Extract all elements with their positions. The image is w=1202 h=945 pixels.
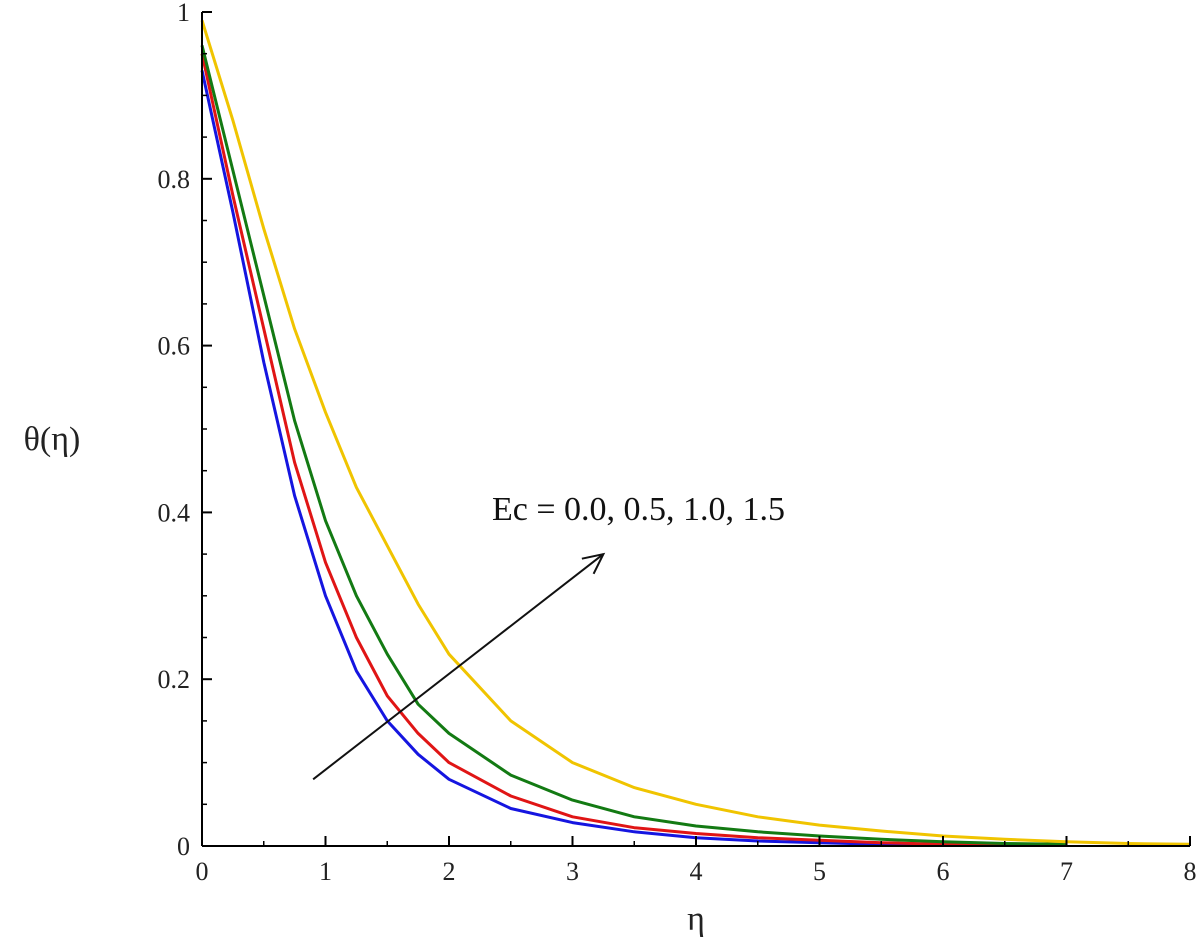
series-line-4 bbox=[200, 19, 1191, 846]
y-tick-label: 0.6 bbox=[158, 332, 191, 361]
y-tick-label: 0 bbox=[177, 832, 190, 861]
x-tick-label: 7 bbox=[1060, 857, 1073, 886]
x-tick-label: 8 bbox=[1184, 857, 1197, 886]
x-tick-label: 4 bbox=[690, 857, 703, 886]
x-axis-label: η bbox=[687, 901, 705, 938]
series-line-2 bbox=[200, 53, 1005, 847]
series-line-1 bbox=[200, 70, 944, 847]
series-layer bbox=[200, 19, 1191, 847]
y-tick-label: 0.2 bbox=[158, 665, 191, 694]
x-tick-label: 6 bbox=[937, 857, 950, 886]
y-tick-label: 0.8 bbox=[158, 165, 191, 194]
labels-layer: η θ(η) Ec = 0.0, 0.5, 1.0, 1.5 bbox=[24, 421, 785, 938]
ticks-layer: 0 1 2 3 4 5 6 7 8 0 0.2 0.4 0.6 0.8 1 bbox=[158, 0, 1197, 886]
y-tick-label: 1 bbox=[177, 0, 190, 27]
arrow-shaft bbox=[312, 553, 604, 781]
annotation-arrow bbox=[312, 552, 606, 781]
x-tick-label: 1 bbox=[319, 857, 332, 886]
arrow-head bbox=[581, 552, 606, 575]
x-tick-label: 3 bbox=[566, 857, 579, 886]
x-tick-label: 2 bbox=[443, 857, 456, 886]
y-tick-label: 0.4 bbox=[158, 498, 191, 527]
series-line-3 bbox=[200, 45, 1067, 846]
ec-annotation-label: Ec = 0.0, 0.5, 1.0, 1.5 bbox=[492, 491, 785, 528]
x-tick-label: 0 bbox=[196, 857, 209, 886]
axes-layer bbox=[201, 12, 1190, 847]
y-axis-label: θ(η) bbox=[24, 421, 81, 458]
x-tick-label: 5 bbox=[813, 857, 826, 886]
